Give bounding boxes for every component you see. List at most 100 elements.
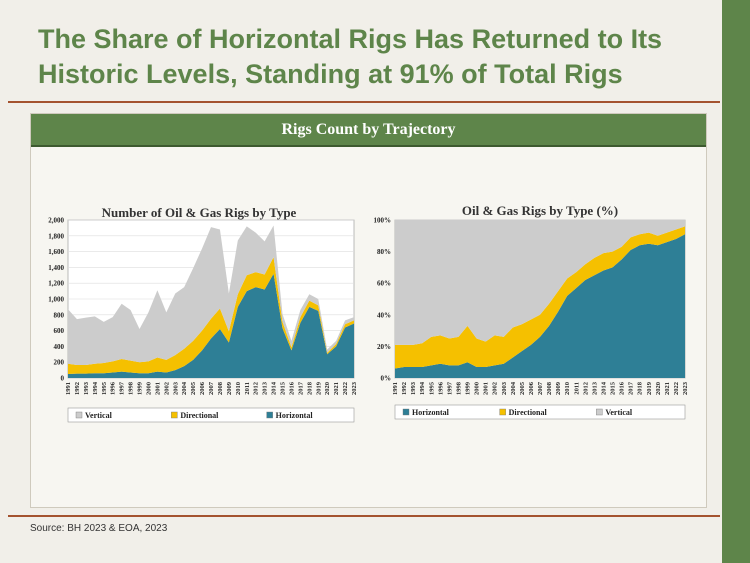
x-tick-label: 2015: [280, 381, 287, 395]
x-tick-label: 1998: [128, 381, 135, 395]
series-area-vertical: [395, 220, 685, 345]
chart-1-title: Number of Oil & Gas Rigs by Type: [101, 205, 297, 220]
y-tick-label: 1,800: [48, 232, 64, 240]
page-title: The Share of Horizontal Rigs Has Returne…: [38, 22, 718, 92]
x-tick-label: 1999: [137, 381, 144, 395]
x-tick-label: 1992: [401, 382, 408, 395]
x-tick-label: 2016: [619, 381, 626, 395]
x-tick-label: 1991: [392, 382, 399, 395]
x-tick-label: 2016: [288, 381, 295, 395]
x-tick-label: 2019: [646, 381, 653, 395]
x-tick-label: 2013: [262, 381, 269, 395]
x-tick-label: 2000: [474, 382, 481, 395]
series-area-directional: [395, 226, 685, 369]
x-tick-label: 2012: [582, 382, 589, 395]
y-tick-label: 20%: [377, 343, 391, 351]
rigs-share-chart: 0%20%40%60%80%100%1991 1992 1993 1994 1995 19…: [374, 217, 689, 420]
legend-swatch: [499, 408, 506, 416]
x-tick-label: 1995: [428, 381, 435, 395]
y-tick-label: 80%: [377, 248, 391, 256]
x-tick-label: 2007: [208, 381, 215, 395]
x-tick-label: 1998: [455, 381, 462, 395]
x-tick-label: 2008: [217, 381, 224, 395]
footer-divider: [8, 515, 720, 517]
x-tick-label: 1996: [437, 381, 444, 395]
x-tick-label: 2007: [537, 381, 544, 395]
x-tick-label: 2003: [501, 381, 508, 395]
legend-label: Directional: [509, 408, 548, 417]
x-tick-label: 2023: [682, 381, 689, 395]
x-tick-label: 2010: [564, 382, 571, 395]
x-tick-label: 2011: [244, 382, 251, 395]
y-tick-label: 0%: [381, 375, 392, 383]
x-tick-label: 2002: [163, 382, 170, 395]
y-tick-label: 400: [54, 343, 65, 351]
y-tick-label: 600: [54, 327, 65, 335]
legend-box: [394, 404, 686, 420]
chart-2-title: Oil & Gas Rigs by Type (%): [461, 203, 619, 218]
x-tick-label: 2019: [315, 381, 322, 395]
y-tick-label: 1,400: [48, 264, 64, 272]
right-accent-bar: [722, 0, 750, 563]
legend-swatch: [75, 411, 83, 419]
x-tick-label: 1996: [110, 381, 117, 395]
x-tick-label: 2002: [492, 382, 499, 395]
x-tick-label: 2022: [673, 382, 680, 395]
y-tick-label: 800: [54, 311, 65, 319]
x-tick-label: 2008: [546, 381, 553, 395]
x-tick-label: 2022: [342, 382, 349, 395]
y-tick-label: 40%: [377, 311, 391, 319]
x-tick-label: 2000: [145, 382, 152, 395]
x-tick-label: 2003: [172, 381, 179, 395]
legend-label: Horizontal: [412, 408, 450, 417]
x-tick-label: 1999: [465, 381, 472, 395]
x-tick-label: 2012: [253, 382, 260, 395]
x-tick-label: 1993: [83, 381, 90, 395]
page-title-line-2: Historic Levels, Standing at 91% of Tota…: [38, 59, 623, 89]
x-tick-label: 2011: [573, 382, 580, 395]
legend-swatch: [171, 411, 178, 419]
y-tick-label: 0: [61, 375, 65, 383]
x-tick-label: 2017: [628, 381, 635, 395]
x-tick-label: 1992: [74, 382, 81, 395]
x-tick-label: 2014: [600, 381, 607, 395]
series-area-horizontal: [395, 234, 685, 378]
x-tick-label: 1997: [446, 381, 453, 395]
rigs-count-chart: 0 200 400 600 800 1,000 1,200 1,400 1,600 1,800 2,…: [48, 217, 358, 423]
x-tick-label: 1993: [410, 381, 417, 395]
panel-banner: Rigs Count by Trajectory: [31, 114, 706, 147]
legend-label: Directional: [180, 411, 219, 420]
legend-swatch: [402, 408, 410, 416]
title-divider: [8, 101, 720, 103]
x-tick-label: 2010: [235, 382, 242, 395]
legend-box: [67, 407, 355, 423]
x-tick-label: 2018: [637, 381, 644, 395]
y-tick-label: 1,000: [48, 296, 64, 304]
y-tick-label: 200: [54, 359, 65, 367]
x-tick-label: 2017: [297, 381, 304, 395]
x-tick-label: 1991: [65, 382, 72, 395]
x-tick-label: 2006: [199, 381, 206, 395]
x-tick-label: 1994: [419, 381, 426, 395]
x-tick-label: 2018: [306, 381, 313, 395]
y-tick-label: 1,200: [48, 280, 64, 288]
y-tick-label: 2,000: [48, 217, 64, 225]
legend-label: Vertical: [85, 411, 113, 420]
x-tick-label: 2021: [333, 382, 340, 395]
x-tick-label: 2009: [555, 381, 562, 395]
x-tick-label: 2001: [483, 382, 490, 395]
x-tick-label: 2014: [271, 381, 278, 395]
legend-label: Vertical: [605, 408, 633, 417]
x-tick-label: 2020: [655, 382, 662, 395]
x-tick-label: 1997: [119, 381, 126, 395]
legend-label: Horizontal: [276, 411, 314, 420]
x-tick-label: 2006: [528, 381, 535, 395]
legend-swatch: [266, 411, 273, 419]
x-tick-label: 2021: [664, 382, 671, 395]
x-tick-label: 2009: [226, 381, 233, 395]
source-note: Source: BH 2023 & EOA, 2023: [30, 523, 168, 534]
y-tick-label: 100%: [374, 217, 392, 225]
legend-swatch: [596, 408, 603, 416]
x-tick-label: 1994: [92, 381, 99, 395]
x-tick-label: 2005: [190, 381, 197, 395]
